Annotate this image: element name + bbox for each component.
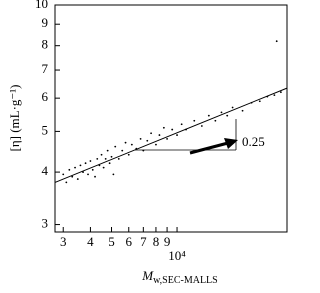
data-point: [139, 137, 142, 140]
data-point: [94, 175, 96, 178]
data-point: [127, 153, 130, 156]
y-tick-label: 8: [42, 37, 49, 52]
data-point: [220, 111, 223, 114]
data-point: [84, 162, 87, 165]
data-point: [171, 128, 174, 131]
data-point: [158, 134, 161, 136]
x-tick-label: 3: [60, 234, 67, 249]
data-point: [275, 40, 278, 43]
data-point: [200, 125, 203, 127]
y-tick-label: 9: [42, 15, 49, 30]
data-point: [87, 173, 89, 176]
data-point: [241, 109, 244, 112]
data-point: [108, 162, 111, 165]
data-point: [226, 114, 229, 117]
data-point: [146, 139, 149, 142]
data-point: [124, 141, 127, 144]
data-point: [150, 132, 152, 135]
data-point: [117, 158, 120, 160]
chart: 0.25 Mw,SEC-MALLS [η] (mL·g⁻¹) 345678910…: [7, 0, 288, 286]
data-point: [110, 155, 113, 158]
slope-annotation: 0.25: [242, 134, 265, 149]
data-point: [102, 166, 105, 169]
data-point: [96, 158, 99, 160]
y-tick-label: 7: [42, 61, 49, 76]
y-tick-label: 3: [42, 216, 49, 231]
data-point: [104, 158, 107, 160]
data-point: [142, 149, 145, 152]
x-tick-label: 10⁴: [168, 248, 186, 263]
y-tick-label: 10: [35, 0, 48, 11]
y-tick-label: 5: [42, 122, 49, 137]
data-point: [71, 175, 74, 178]
y-axis-label: [η] (mL·g⁻¹): [7, 84, 22, 151]
x-label-main: M: [141, 268, 154, 283]
fit-line: [54, 87, 288, 183]
data-point: [130, 143, 133, 146]
x-label-sub: w,SEC-MALLS: [153, 275, 218, 286]
data-point: [258, 100, 261, 103]
plot-frame: [54, 4, 288, 233]
y-tick-label: 4: [42, 163, 49, 178]
x-tick-label: 6: [126, 234, 133, 249]
data-point: [65, 181, 68, 184]
data-point: [91, 168, 94, 171]
data-point: [76, 178, 79, 180]
data-point: [273, 94, 276, 97]
data-point: [79, 164, 82, 167]
data-point: [207, 114, 210, 117]
x-tick-label: 8: [153, 234, 160, 249]
arrow-shaft: [189, 141, 229, 155]
data-point: [176, 134, 178, 136]
data-point: [214, 119, 217, 122]
data-point: [193, 119, 196, 122]
data-point: [231, 106, 234, 109]
x-axis-label: Mw,SEC-MALLS: [141, 268, 217, 286]
y-tick-label: 6: [42, 89, 49, 104]
data-point: [100, 153, 103, 156]
arrow-head: [224, 138, 238, 149]
data-point: [62, 173, 65, 176]
data-point: [121, 149, 124, 152]
x-tick-label: 4: [87, 234, 94, 249]
data-point: [162, 126, 165, 129]
data-point: [89, 160, 92, 162]
data-point: [180, 123, 183, 126]
data-point: [279, 91, 282, 94]
x-tick-label: 9: [164, 234, 171, 249]
data-point: [106, 149, 109, 152]
data-point: [155, 143, 157, 146]
data-point: [112, 173, 115, 176]
data-point: [166, 137, 168, 140]
x-tick-label: 7: [140, 234, 147, 249]
data-point: [114, 145, 117, 148]
x-tick-label: 5: [108, 234, 115, 249]
data-point: [74, 166, 76, 169]
data-point: [68, 168, 71, 171]
